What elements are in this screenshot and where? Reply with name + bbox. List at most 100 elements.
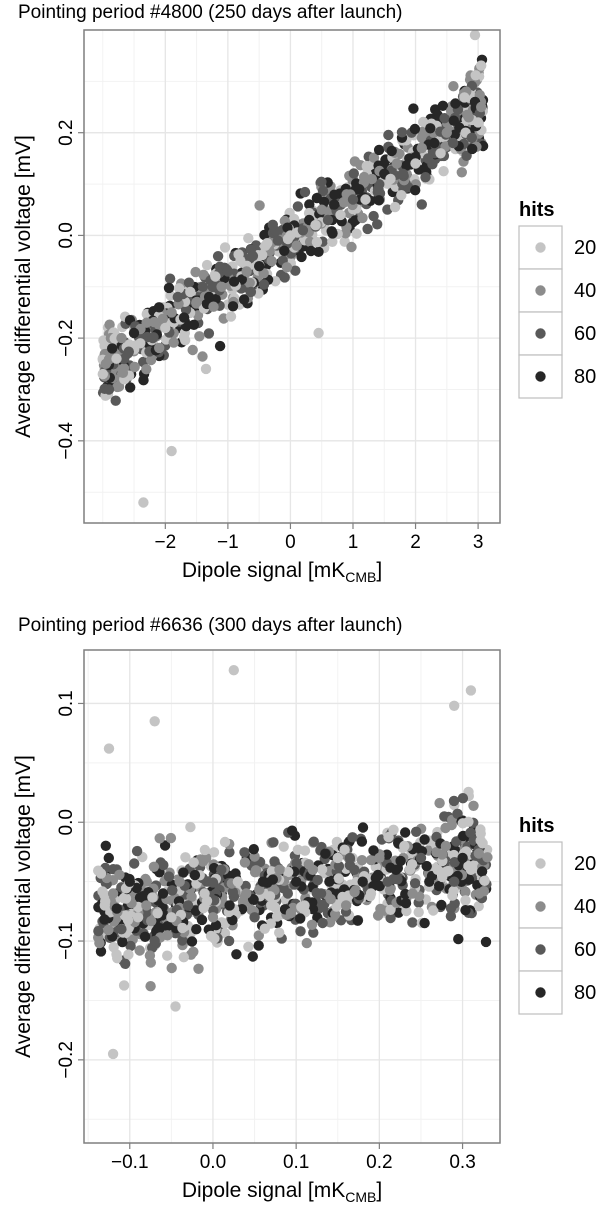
data-point xyxy=(137,891,148,902)
data-point xyxy=(170,1001,181,1012)
data-point xyxy=(324,876,335,887)
data-point xyxy=(178,952,189,963)
data-point xyxy=(230,868,241,879)
data-point xyxy=(153,302,165,313)
data-point xyxy=(356,836,368,847)
data-point xyxy=(219,836,231,848)
data-point xyxy=(178,867,189,878)
data-point xyxy=(208,301,219,312)
data-point xyxy=(207,912,219,923)
data-point xyxy=(320,848,331,859)
data-point xyxy=(383,129,394,141)
data-point xyxy=(313,246,324,257)
data-point xyxy=(299,900,310,911)
data-point xyxy=(311,236,323,248)
data-point xyxy=(396,127,408,138)
data-point xyxy=(400,898,412,909)
data-point xyxy=(95,946,107,957)
data-point xyxy=(419,917,430,929)
data-point xyxy=(391,158,402,169)
data-point xyxy=(476,101,487,113)
data-point xyxy=(388,824,399,835)
data-point xyxy=(465,685,477,696)
data-point xyxy=(177,935,188,946)
data-point xyxy=(279,245,290,256)
data-point xyxy=(472,117,484,128)
x-tick-label: 0.1 xyxy=(283,1152,309,1173)
data-point xyxy=(104,319,115,330)
data-point xyxy=(274,864,285,875)
data-point xyxy=(247,951,258,962)
data-point xyxy=(93,925,104,937)
y-axis-label: Average differential voltage [mV] xyxy=(12,755,35,1058)
legend-label: 80 xyxy=(574,982,596,1004)
data-point xyxy=(409,123,421,135)
data-point xyxy=(476,866,488,877)
data-point xyxy=(99,914,110,925)
data-point xyxy=(228,665,239,676)
data-point xyxy=(224,847,235,858)
data-point xyxy=(429,137,440,149)
data-point xyxy=(168,337,179,348)
data-point xyxy=(164,273,176,284)
data-point xyxy=(452,808,463,819)
data-point xyxy=(375,903,386,915)
y-tick-label: 0.0 xyxy=(56,809,77,835)
data-point xyxy=(247,250,259,262)
data-point xyxy=(389,201,401,213)
data-point xyxy=(361,160,372,172)
data-point xyxy=(282,888,293,899)
data-point xyxy=(354,184,365,195)
data-point xyxy=(449,857,460,868)
data-points xyxy=(97,30,489,508)
legend-label: 60 xyxy=(574,939,596,961)
data-point xyxy=(352,915,363,926)
data-point xyxy=(449,700,460,711)
data-point xyxy=(329,189,340,200)
data-point xyxy=(111,903,123,914)
data-point xyxy=(456,167,467,178)
data-point xyxy=(131,845,143,857)
data-point xyxy=(219,242,231,253)
data-point xyxy=(272,235,284,246)
data-point xyxy=(333,860,345,872)
data-point xyxy=(182,900,194,911)
data-point xyxy=(95,868,107,879)
data-point xyxy=(114,869,125,880)
data-point xyxy=(368,210,379,222)
data-point xyxy=(372,219,383,230)
data-point xyxy=(416,199,427,210)
data-point xyxy=(468,800,479,811)
data-point xyxy=(240,880,251,892)
data-point xyxy=(166,885,178,896)
data-point xyxy=(285,907,297,919)
data-point xyxy=(239,857,251,868)
data-point xyxy=(238,294,250,305)
data-point xyxy=(160,322,171,334)
data-point xyxy=(385,173,396,185)
data-point xyxy=(383,831,394,843)
data-point xyxy=(166,445,177,457)
data-point xyxy=(409,878,421,889)
data-point xyxy=(208,847,220,858)
data-point xyxy=(266,255,277,267)
data-point xyxy=(197,351,208,362)
data-point xyxy=(107,343,118,354)
x-tick-label: 1 xyxy=(348,532,359,553)
data-point xyxy=(338,196,350,208)
legend-swatch xyxy=(535,242,546,253)
data-point xyxy=(266,900,277,911)
data-point xyxy=(374,880,385,892)
data-point xyxy=(435,148,446,159)
data-point xyxy=(129,858,140,869)
data-point xyxy=(408,103,419,114)
data-point xyxy=(157,888,169,899)
plot-border xyxy=(83,649,501,1144)
data-point xyxy=(292,201,304,212)
data-point xyxy=(467,143,478,155)
data-point xyxy=(190,266,201,278)
data-point xyxy=(331,901,342,912)
data-point xyxy=(425,123,436,134)
data-point xyxy=(448,81,459,92)
data-point xyxy=(139,931,151,942)
